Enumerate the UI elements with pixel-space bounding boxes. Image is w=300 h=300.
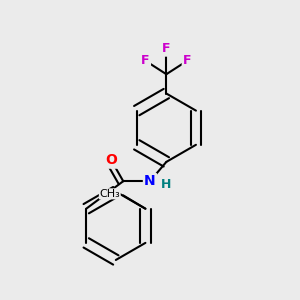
Text: CH₃: CH₃	[99, 189, 120, 199]
Text: N: N	[144, 174, 156, 188]
Text: F: F	[162, 42, 171, 56]
Text: F: F	[141, 54, 150, 67]
Text: O: O	[105, 153, 117, 167]
Text: H: H	[161, 178, 172, 191]
Text: F: F	[183, 54, 191, 67]
